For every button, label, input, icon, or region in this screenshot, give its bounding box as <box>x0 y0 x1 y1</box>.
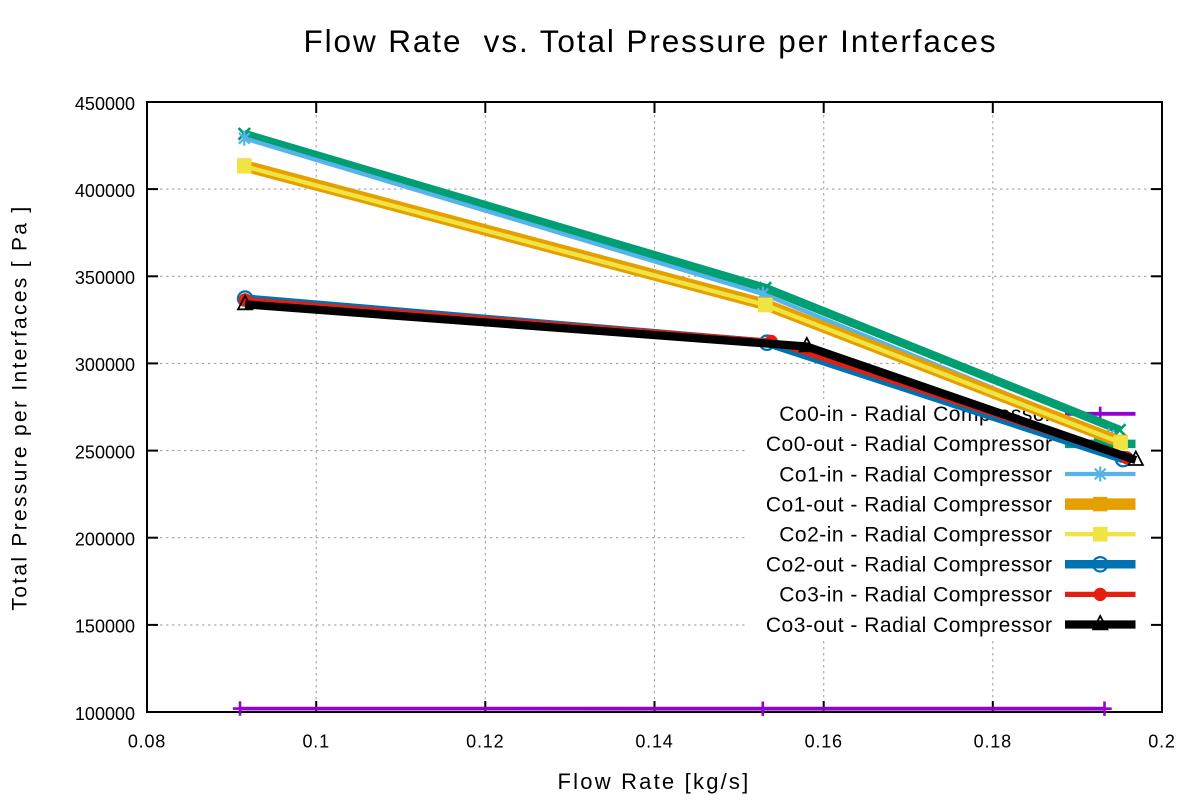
svg-text:0.12: 0.12 <box>466 732 504 752</box>
svg-text:400000: 400000 <box>75 181 135 201</box>
svg-text:100000: 100000 <box>75 704 135 724</box>
svg-text:150000: 150000 <box>75 617 135 637</box>
svg-text:0.1: 0.1 <box>302 732 329 752</box>
svg-text:Flow Rate vs. Total Pressure: Flow Rate vs. Total Pressure per Interfa… <box>303 23 997 59</box>
svg-text:Co0-out - Radial Compressor: Co0-out - Radial Compressor <box>766 433 1053 456</box>
svg-text:Flow Rate [kg/s]: Flow Rate [kg/s] <box>558 769 751 794</box>
svg-text:Co3-out - Radial Compressor: Co3-out - Radial Compressor <box>766 614 1053 637</box>
svg-text:0.08: 0.08 <box>128 732 166 752</box>
svg-text:Co1-in - Radial Compressor: Co1-in - Radial Compressor <box>779 463 1052 486</box>
svg-text:300000: 300000 <box>75 355 135 375</box>
svg-text:Total Pressure per Interfaces: Total Pressure per Interfaces [ Pa ] <box>9 204 32 610</box>
svg-text:Co2-in - Radial Compressor: Co2-in - Radial Compressor <box>779 524 1052 547</box>
svg-text:0.2: 0.2 <box>1148 732 1175 752</box>
svg-text:0.18: 0.18 <box>974 732 1012 752</box>
svg-text:250000: 250000 <box>75 442 135 462</box>
svg-text:350000: 350000 <box>75 268 135 288</box>
svg-text:Co1-out - Radial Compressor: Co1-out - Radial Compressor <box>766 493 1053 516</box>
svg-text:0.14: 0.14 <box>635 732 673 752</box>
svg-text:450000: 450000 <box>75 94 135 114</box>
svg-text:Co3-in - Radial Compressor: Co3-in - Radial Compressor <box>779 584 1052 607</box>
svg-text:Co2-out - Radial Compressor: Co2-out - Radial Compressor <box>766 554 1053 577</box>
svg-text:200000: 200000 <box>75 530 135 550</box>
svg-text:0.16: 0.16 <box>805 732 843 752</box>
